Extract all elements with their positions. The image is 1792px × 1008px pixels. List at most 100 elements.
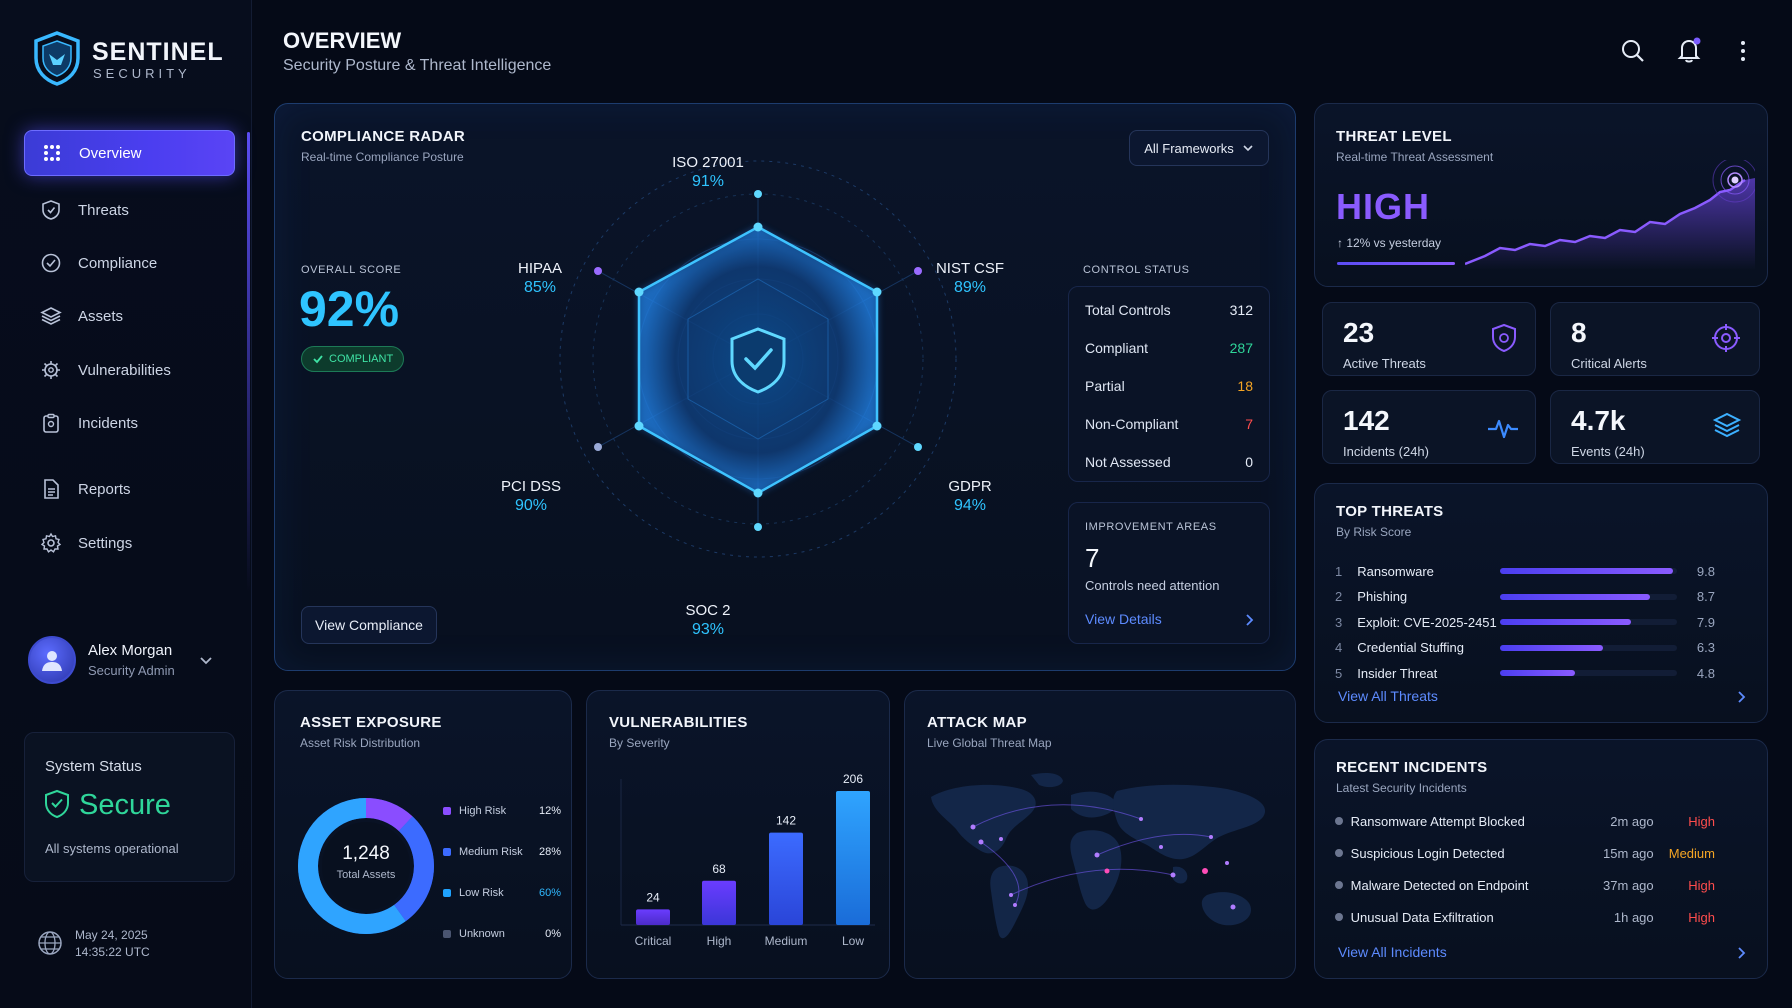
- legend-value: 60%: [538, 887, 561, 899]
- view-all-threats-link[interactable]: View All Threats: [1338, 688, 1438, 704]
- incident-severity: High: [1688, 813, 1715, 829]
- stat-card-active-threats[interactable]: 23 Active Threats: [1322, 302, 1536, 376]
- incident-row[interactable]: Ransomware Attempt Blocked 2m ago High: [1335, 810, 1715, 832]
- bar-medium[interactable]: [769, 832, 803, 925]
- threat-score-bar: [1500, 568, 1677, 574]
- nav-item-assets[interactable]: Assets: [24, 293, 235, 339]
- document-icon: [44, 479, 59, 499]
- bar-value-label: 24: [646, 890, 660, 904]
- nav-label: Assets: [78, 307, 124, 325]
- clipboard-icon: [43, 413, 59, 433]
- control-status-row: Not Assessed 0: [1069, 443, 1269, 481]
- shield-target-icon: [1492, 323, 1516, 353]
- bar-critical[interactable]: [636, 909, 670, 925]
- threat-row[interactable]: 3 Exploit: CVE-2025-2451 7.9: [1335, 611, 1715, 633]
- attack-map-subtitle: Live Global Threat Map: [927, 736, 1052, 750]
- chevron-right-icon[interactable]: [1735, 946, 1747, 960]
- stat-card-events[interactable]: 4.7k Events (24h): [1550, 390, 1760, 464]
- top-threats-card: TOP THREATS By Risk Score 1 Ransomware 9.8…: [1314, 483, 1768, 723]
- bar-high[interactable]: [702, 880, 736, 925]
- threat-row[interactable]: 5 Insider Threat 4.8: [1335, 662, 1715, 684]
- x-tick-label: High: [707, 934, 732, 948]
- legend-swatch: [443, 848, 451, 856]
- threat-row[interactable]: 4 Credential Stuffing 6.3: [1335, 637, 1715, 659]
- more-vertical-icon[interactable]: [1738, 38, 1748, 64]
- incident-row[interactable]: Suspicious Login Detected 15m ago Medium: [1335, 842, 1715, 864]
- threat-name: Ransomware: [1357, 563, 1434, 579]
- sidebar: SENTINEL SECURITY Overview Threats Compl…: [0, 0, 252, 1008]
- nav-item-compliance[interactable]: Compliance: [24, 240, 235, 286]
- compliance-title: COMPLIANCE RADAR: [301, 128, 465, 145]
- nav-item-threats[interactable]: Threats: [24, 187, 235, 233]
- incident-time: 1h ago: [1613, 909, 1654, 925]
- vulnerabilities-title: VULNERABILITIES: [609, 714, 748, 731]
- threat-level-underline: [1337, 262, 1455, 265]
- threat-name: Insider Threat: [1357, 665, 1438, 681]
- control-status-label: Total Controls: [1085, 302, 1171, 318]
- incident-row[interactable]: Unusual Data Exfiltration 1h ago High: [1335, 906, 1715, 928]
- threat-name: Credential Stuffing: [1357, 640, 1465, 655]
- asset-total-value: 1,248: [342, 843, 390, 864]
- bar-low[interactable]: [836, 791, 870, 925]
- stat-card-critical-alerts[interactable]: 8 Critical Alerts: [1550, 302, 1760, 376]
- threat-score: 6.3: [1696, 640, 1715, 655]
- pulse-icon: [1488, 419, 1518, 439]
- incident-name: Ransomware Attempt Blocked: [1350, 813, 1525, 829]
- bell-icon[interactable]: [1675, 36, 1703, 64]
- radar-label-name: SOC 2: [685, 602, 731, 619]
- chevron-right-icon[interactable]: [1735, 690, 1747, 704]
- radar-label-soc2: SOC 2 93%: [673, 602, 743, 639]
- user-icon: [42, 651, 62, 671]
- control-status-value: 7: [1245, 416, 1253, 432]
- user-name: Alex Morgan: [88, 642, 173, 659]
- incident-status-dot: [1335, 881, 1343, 889]
- nav-item-vulnerabilities[interactable]: Vulnerabilities: [24, 347, 235, 393]
- radar-label-value: 94%: [953, 497, 987, 514]
- incident-row[interactable]: Malware Detected on Endpoint 37m ago High: [1335, 874, 1715, 896]
- asset-legend-item: High Risk 12%: [443, 805, 561, 817]
- control-status-row: Non-Compliant 7: [1069, 405, 1269, 443]
- asset-exposure-title: ASSET EXPOSURE: [300, 714, 442, 731]
- user-profile[interactable]: Alex Morgan Security Admin: [28, 634, 228, 686]
- threat-rank: 5: [1335, 665, 1343, 681]
- threat-score-bar: [1500, 619, 1677, 625]
- asset-total-label: Total Assets: [336, 869, 396, 881]
- x-tick-label: Critical: [635, 934, 672, 948]
- radar-label-name: PCI DSS: [500, 478, 561, 495]
- threat-row[interactable]: 1 Ransomware 9.8: [1335, 560, 1715, 582]
- view-compliance-button[interactable]: View Compliance: [301, 606, 437, 644]
- improvement-areas-card: IMPROVEMENT AREAS 7 Controls need attent…: [1068, 502, 1270, 644]
- radar-label-name: GDPR: [948, 478, 992, 495]
- threat-score-bar: [1500, 593, 1677, 600]
- view-all-incidents-link[interactable]: View All Incidents: [1338, 944, 1447, 960]
- control-status-value: 18: [1237, 378, 1253, 394]
- legend-swatch: [443, 807, 451, 815]
- threat-score: 7.9: [1696, 614, 1715, 630]
- control-status-row: Partial 18: [1069, 367, 1269, 405]
- search-icon[interactable]: [1620, 38, 1646, 64]
- incident-time: 15m ago: [1603, 845, 1654, 861]
- framework-filter-dropdown[interactable]: All Frameworks: [1129, 130, 1269, 166]
- nav-label: Settings: [78, 534, 133, 552]
- crosshair-icon: [1712, 324, 1740, 352]
- nav-item-overview[interactable]: Overview: [24, 130, 235, 176]
- nav-label: Incidents: [78, 414, 139, 432]
- chevron-right-icon[interactable]: [1243, 613, 1255, 627]
- system-status-note: All systems operational: [45, 841, 179, 856]
- stat-card-incidents[interactable]: 142 Incidents (24h): [1322, 390, 1536, 464]
- asset-exposure-subtitle: Asset Risk Distribution: [300, 736, 421, 750]
- nav-label: Threats: [78, 201, 129, 219]
- nav-item-incidents[interactable]: Incidents: [24, 400, 235, 446]
- threat-trend-sparkline: [1465, 160, 1755, 270]
- chevron-down-icon[interactable]: [199, 653, 213, 667]
- control-status-value: 0: [1245, 454, 1253, 470]
- world-map[interactable]: [911, 767, 1291, 967]
- overall-score-label: OVERALL SCORE: [301, 264, 402, 276]
- view-details-link[interactable]: View Details: [1085, 611, 1162, 627]
- control-status-value: 287: [1229, 340, 1253, 356]
- threat-row[interactable]: 2 Phishing 8.7: [1335, 586, 1715, 608]
- nav-item-reports[interactable]: Reports: [24, 466, 235, 512]
- nav-item-settings[interactable]: Settings: [24, 520, 235, 566]
- incident-time: 37m ago: [1603, 877, 1654, 893]
- view-compliance-label: View Compliance: [315, 617, 423, 633]
